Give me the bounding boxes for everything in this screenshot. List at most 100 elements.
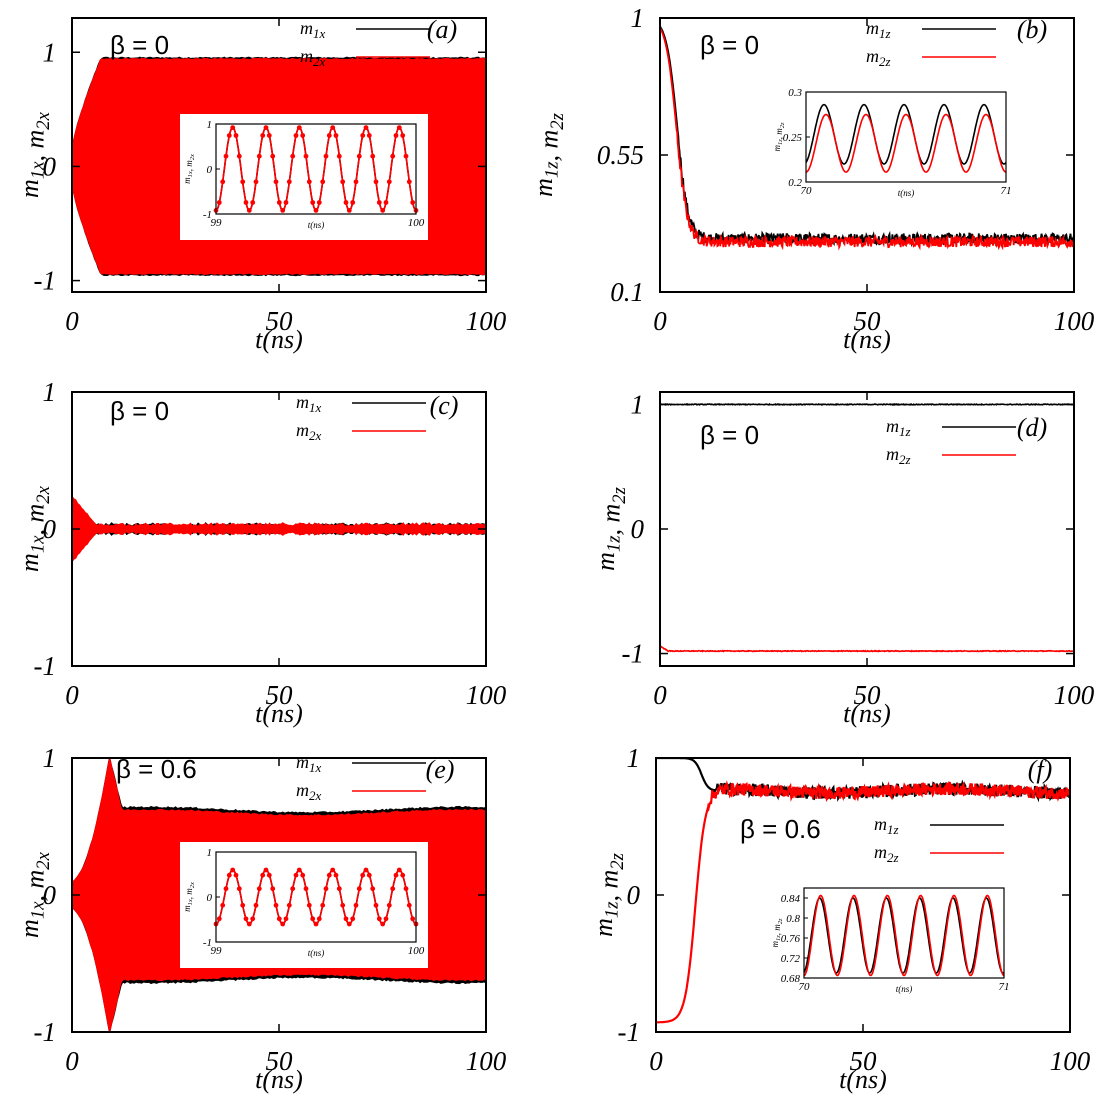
inset-point <box>273 902 279 908</box>
inset-point <box>383 916 389 922</box>
inset-x-tick-label: 71 <box>1001 185 1012 197</box>
x-tick-label: 50 <box>850 1046 878 1076</box>
panel-e: 0 50 100 -1 0 1 t(ns) m1x, m2x m1x m2x (e) β = 0.6 9… <box>15 743 507 1094</box>
inset-point <box>280 208 286 213</box>
legend-label: m2z <box>866 46 891 69</box>
inset-point <box>223 886 229 892</box>
y-axis-label: m1x, m2x <box>15 851 54 938</box>
y-tick-label: -1 <box>622 639 645 669</box>
inset-series-m2z <box>803 894 1005 977</box>
inset-y-axis-label: m1x, m2x <box>182 882 196 912</box>
beta-annotation: β = 0 <box>700 30 759 60</box>
y-axis-label: m1x, m2x <box>15 485 54 572</box>
x-axis-label: t(ns) <box>255 1065 303 1094</box>
x-tick-label: 0 <box>65 306 79 336</box>
inset-point <box>273 179 279 185</box>
inset-point <box>260 872 266 878</box>
y-axis-label: m1x, m2x <box>15 111 54 198</box>
inset-y-tick-label: 1 <box>207 847 213 859</box>
y-tick-label: -1 <box>34 1017 57 1047</box>
panel-d: 0 50 100 -1 0 1 t(ns) m1z, m2z m1z m2z (d) β = 0 <box>591 389 1095 728</box>
panel-f: 0 50 100 -1 0 1 t(ns) m1z, m2z m1z m2z (f) β = 0.6 7… <box>589 743 1091 1094</box>
inset-point <box>270 886 276 892</box>
inset-point <box>353 902 359 908</box>
inset-y-tick-label: 0.76 <box>781 933 801 945</box>
inset-point <box>360 133 366 138</box>
inset-point <box>283 200 289 205</box>
legend-label: m2z <box>874 842 899 865</box>
inset-point <box>403 153 409 159</box>
x-axis-label: t(ns) <box>843 699 891 728</box>
inset-x-tick-label: 99 <box>211 945 223 957</box>
inset-y-tick-label: -1 <box>203 209 212 221</box>
inset-point <box>293 133 299 138</box>
panel-b: 0 50 100 0.1 0.55 1 t(ns) m1z, m2z m1z m2z (b) β = … <box>529 3 1095 354</box>
inset-point <box>393 133 399 138</box>
inset-point <box>230 867 236 873</box>
legend-label: m1x <box>300 18 325 41</box>
inset-point <box>390 153 396 159</box>
inset-point <box>336 153 342 159</box>
legend-label: m1z <box>886 416 911 439</box>
inset-x-tick-label: 99 <box>211 217 223 229</box>
x-tick-label: 100 <box>1050 1046 1091 1076</box>
inset-point <box>286 902 292 908</box>
inset-point <box>266 872 272 878</box>
inset-point <box>226 133 232 138</box>
x-tick-label: 0 <box>653 306 667 336</box>
legend-label: m1x <box>296 752 321 775</box>
inset-x-axis-label: t(ns) <box>308 948 325 958</box>
inset-point <box>383 200 389 205</box>
inset-point <box>296 125 302 130</box>
inset-y-tick-label: 0.3 <box>788 87 802 99</box>
inset-point <box>340 902 346 908</box>
inset-point <box>233 133 239 138</box>
y-tick-label: -1 <box>34 266 57 296</box>
inset-x-tick-label: 71 <box>999 981 1010 993</box>
x-axis-label: t(ns) <box>839 1065 887 1094</box>
inset-point <box>346 208 352 213</box>
inset-point <box>236 886 242 892</box>
inset-x-axis-label: t(ns) <box>308 220 325 230</box>
inset-point <box>296 867 302 873</box>
inset-x-axis-label: t(ns) <box>896 984 913 994</box>
inset-y-tick-label: 0 <box>207 164 213 176</box>
inset-point <box>283 916 289 922</box>
inset-y-tick-label: 0.72 <box>781 953 801 965</box>
inset-x-tick-label: 70 <box>801 185 813 197</box>
inset-point <box>286 179 292 185</box>
series-d-m1z <box>660 402 1074 406</box>
y-axis-label: m1z, m2z <box>589 852 628 937</box>
beta-annotation: β = 0 <box>700 420 759 450</box>
inset-point <box>230 125 236 130</box>
y-tick-label: 0 <box>631 514 645 544</box>
inset-point <box>303 153 309 159</box>
inset-point <box>400 872 406 878</box>
inset-point <box>270 153 276 159</box>
inset-y-axis-label: m1z, m2z <box>772 122 786 152</box>
inset-point <box>366 872 372 878</box>
inset-point <box>340 179 346 185</box>
inset-point <box>346 921 352 927</box>
inset-point <box>380 208 386 213</box>
y-axis-label: m1z, m2z <box>529 112 568 197</box>
inset-point <box>223 153 229 159</box>
inset-point <box>300 133 306 138</box>
inset-y-axis-label: m1z, m2z <box>770 918 784 948</box>
x-tick-label: 0 <box>649 1046 663 1076</box>
series-f-m2z <box>656 780 1070 1024</box>
inset-point <box>263 867 269 873</box>
inset-y-tick-label: 0.25 <box>783 132 803 144</box>
inset-point <box>293 872 299 878</box>
inset-point <box>393 872 399 878</box>
inset-point <box>343 916 349 922</box>
inset-point <box>250 200 256 205</box>
inset-point <box>310 916 316 922</box>
inset-point <box>240 902 246 908</box>
inset-point <box>350 200 356 205</box>
inset-point <box>356 153 362 159</box>
inset-point <box>306 902 312 908</box>
inset-point <box>390 886 396 892</box>
series-c-m2x <box>72 495 486 563</box>
